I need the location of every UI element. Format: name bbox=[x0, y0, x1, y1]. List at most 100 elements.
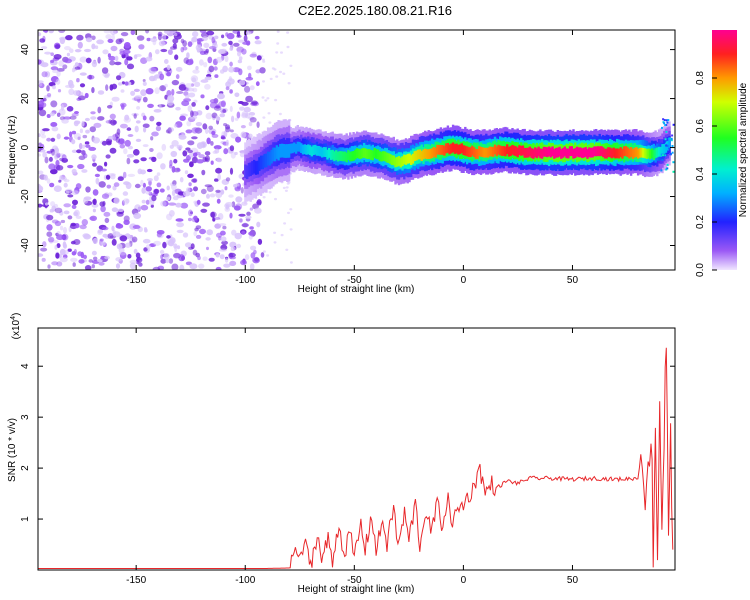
ridge-mark bbox=[315, 145, 319, 156]
noise-point bbox=[275, 75, 279, 78]
noise-point bbox=[101, 140, 108, 146]
noise-point bbox=[205, 112, 213, 120]
noise-point bbox=[216, 157, 222, 163]
noise-point bbox=[80, 92, 84, 97]
noise-point bbox=[193, 230, 197, 237]
noise-point bbox=[197, 255, 201, 261]
ridge-mark bbox=[410, 155, 413, 165]
noise-point bbox=[175, 66, 183, 72]
noise-point bbox=[238, 56, 243, 61]
noise-point bbox=[154, 87, 160, 95]
noise-point bbox=[142, 79, 146, 82]
ridge-mark bbox=[553, 148, 556, 159]
noise-point bbox=[287, 211, 290, 215]
ridge-mark bbox=[616, 148, 619, 159]
noise-point bbox=[260, 252, 265, 258]
noise-point bbox=[245, 215, 252, 220]
noise-point bbox=[101, 226, 109, 231]
noise-point bbox=[278, 112, 282, 116]
ridge-mark bbox=[307, 144, 310, 155]
snr-ylabel: SNR (10 * v/v) bbox=[7, 418, 18, 482]
ridge-mark bbox=[301, 144, 305, 155]
snr-multiplier-base: (x10 bbox=[11, 319, 22, 339]
ridge-mark bbox=[401, 156, 404, 167]
noise-point bbox=[267, 112, 271, 115]
noise-point bbox=[146, 37, 151, 42]
ridge-mark bbox=[417, 149, 420, 160]
ridge-mark bbox=[270, 149, 273, 164]
noise-point bbox=[249, 117, 257, 123]
noise-point bbox=[124, 81, 129, 86]
ridge-mark bbox=[286, 144, 289, 158]
noise-point bbox=[40, 134, 47, 139]
noise-point bbox=[76, 78, 80, 83]
noise-point bbox=[166, 64, 171, 71]
noise-point bbox=[239, 152, 246, 158]
noise-point bbox=[58, 60, 64, 67]
noise-point bbox=[179, 115, 186, 121]
noise-point bbox=[195, 122, 203, 127]
noise-point bbox=[221, 34, 225, 39]
noise-point bbox=[249, 226, 254, 230]
noise-point bbox=[268, 191, 272, 194]
noise-point bbox=[213, 145, 222, 150]
noise-point bbox=[63, 243, 68, 249]
noise-point bbox=[67, 164, 74, 169]
noise-point bbox=[186, 120, 192, 127]
noise-point bbox=[174, 33, 178, 37]
ridge-mark bbox=[624, 146, 628, 156]
noise-point bbox=[102, 233, 108, 238]
noise-point bbox=[233, 42, 240, 47]
noise-point bbox=[104, 74, 110, 79]
noise-point bbox=[190, 110, 194, 117]
noise-point bbox=[151, 156, 157, 162]
noise-point bbox=[46, 178, 51, 184]
noise-point bbox=[161, 143, 167, 151]
noise-point bbox=[248, 116, 255, 120]
noise-point bbox=[142, 144, 149, 148]
noise-point bbox=[135, 53, 142, 57]
noise-point bbox=[88, 74, 92, 80]
noise-point bbox=[255, 81, 260, 87]
x-tick-label: 0 bbox=[461, 275, 467, 286]
noise-point bbox=[173, 158, 178, 164]
noise-point bbox=[138, 44, 145, 50]
snr-multiplier: (x104) bbox=[10, 313, 22, 340]
ridge-mark bbox=[359, 149, 362, 159]
noise-point bbox=[167, 127, 172, 134]
noise-point bbox=[164, 83, 168, 88]
noise-point bbox=[119, 144, 126, 149]
ridge-mark bbox=[396, 156, 399, 167]
noise-point bbox=[213, 105, 222, 111]
noise-point bbox=[184, 242, 192, 248]
noise-point bbox=[195, 66, 199, 71]
noise-point bbox=[124, 114, 130, 121]
ridge-mark bbox=[246, 165, 249, 180]
ridge-mark bbox=[584, 147, 587, 157]
noise-point bbox=[55, 252, 60, 259]
ridge-mark bbox=[535, 148, 539, 159]
noise-point bbox=[169, 210, 175, 217]
noise-point bbox=[229, 105, 233, 112]
noise-point bbox=[274, 98, 278, 102]
ridge-mark bbox=[623, 146, 626, 157]
noise-point bbox=[231, 229, 237, 236]
snr-axes: -150 -100 -50 0 50 1 2 3 4 bbox=[20, 328, 675, 586]
noise-point bbox=[71, 112, 79, 117]
noise-point bbox=[38, 80, 44, 84]
noise-point bbox=[38, 170, 44, 175]
ridge-mark bbox=[662, 121, 665, 124]
noise-point bbox=[262, 60, 266, 63]
x-tick-label: -100 bbox=[235, 575, 255, 586]
ridge-mark bbox=[434, 147, 437, 158]
noise-point bbox=[72, 262, 76, 267]
ridge-mark bbox=[460, 143, 463, 154]
x-tick-label: -50 bbox=[347, 575, 362, 586]
noise-point bbox=[77, 163, 85, 170]
noise-point bbox=[241, 230, 246, 235]
noise-point bbox=[229, 129, 234, 133]
noise-point bbox=[70, 257, 78, 262]
noise-point bbox=[187, 105, 192, 112]
ridge-mark bbox=[317, 146, 320, 156]
noise-point bbox=[84, 141, 90, 145]
